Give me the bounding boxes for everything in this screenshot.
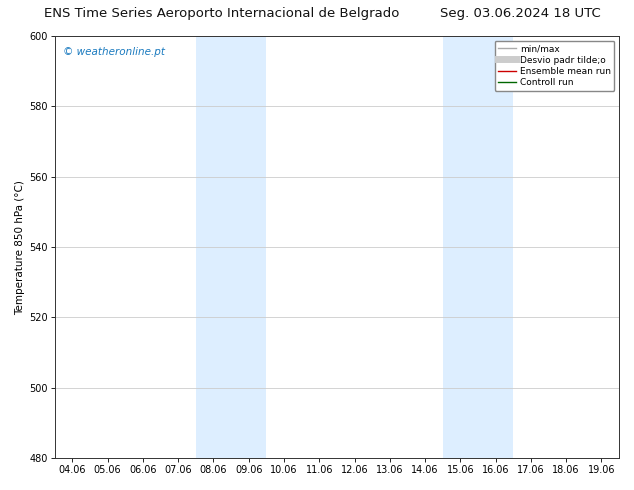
Text: ENS Time Series Aeroporto Internacional de Belgrado: ENS Time Series Aeroporto Internacional … — [44, 7, 399, 21]
Text: © weatheronline.pt: © weatheronline.pt — [63, 47, 165, 57]
Legend: min/max, Desvio padr tilde;o, Ensemble mean run, Controll run: min/max, Desvio padr tilde;o, Ensemble m… — [495, 41, 614, 91]
Bar — [196, 36, 266, 458]
Text: Seg. 03.06.2024 18 UTC: Seg. 03.06.2024 18 UTC — [439, 7, 600, 21]
Bar — [443, 36, 513, 458]
Y-axis label: Temperature 850 hPa (°C): Temperature 850 hPa (°C) — [15, 180, 25, 315]
